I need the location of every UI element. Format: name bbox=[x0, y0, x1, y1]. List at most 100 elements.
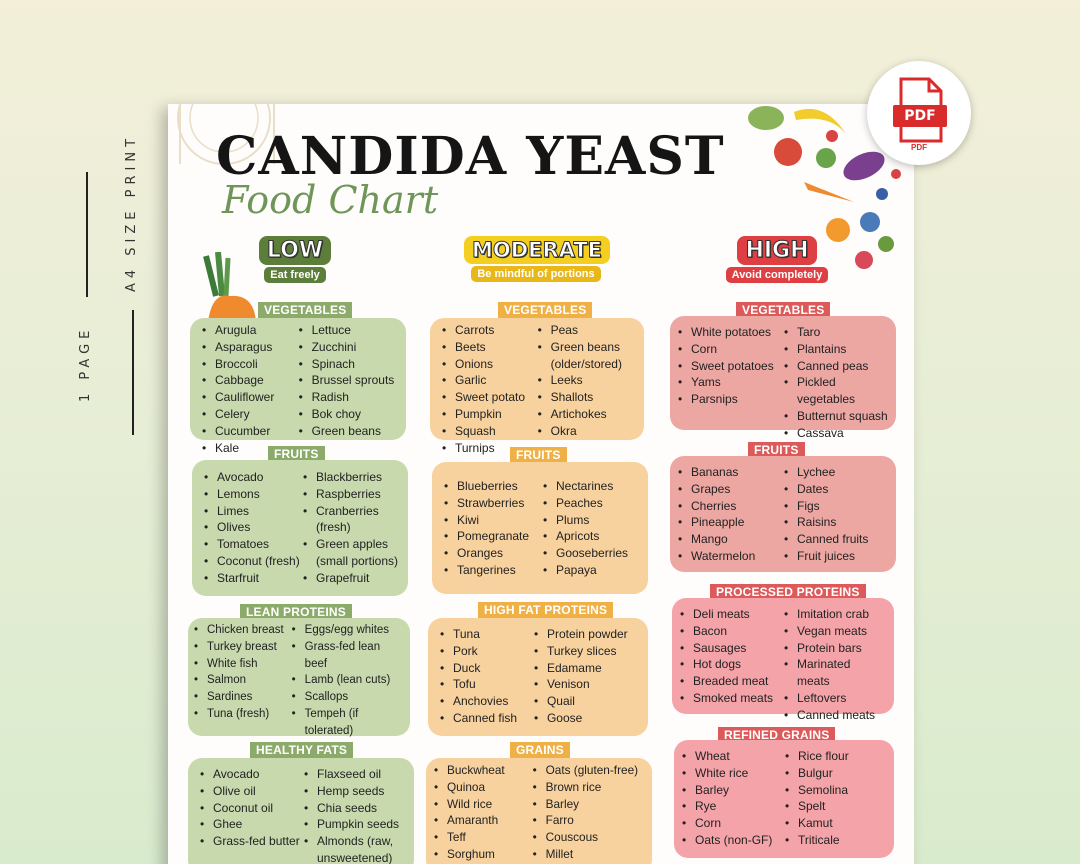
list-item: Sweet potatoes bbox=[676, 358, 782, 375]
list-item: Spinach bbox=[297, 356, 398, 373]
list-col-2: PeasGreen beans (older/stored)LeeksShall… bbox=[536, 322, 636, 439]
list-item: Leftovers bbox=[782, 690, 886, 707]
list-item: Pomegranate bbox=[442, 528, 541, 545]
list-item: Garlic bbox=[440, 372, 536, 389]
high-vegetables-box: White potatoesCornSweet potatoesYamsPars… bbox=[670, 316, 896, 441]
list-item: Hot dogs bbox=[678, 656, 782, 673]
list-item: Apricots bbox=[541, 528, 640, 545]
list-item: Shallots bbox=[536, 389, 636, 406]
fruit-vegetable-illustration bbox=[748, 106, 901, 269]
level-low: LOW Eat freely bbox=[258, 236, 332, 283]
list-item: Deli meats bbox=[678, 606, 782, 623]
list-col-1: BlueberriesStrawberriesKiwiPomegranateOr… bbox=[442, 478, 541, 590]
low-vegetables-box: ArugulaAsparagusBroccoliCabbageCauliflow… bbox=[190, 318, 406, 456]
list-item: Avocado bbox=[202, 469, 301, 486]
list-col-2: Eggs/egg whitesGrass-fed lean beefLamb (… bbox=[290, 622, 402, 737]
list-item: Buckwheat bbox=[432, 762, 531, 779]
list-item: Beets bbox=[440, 339, 536, 356]
list-item: Breaded meat bbox=[678, 673, 782, 690]
moderate-proteins-label: HIGH FAT PROTEINS bbox=[478, 602, 614, 618]
list-col-1: AvocadoLemonsLimesOlivesTomatoesCoconut … bbox=[202, 469, 301, 592]
list-item: Wheat bbox=[680, 748, 783, 765]
list-item: Leeks bbox=[536, 372, 636, 389]
list-item: Scallops bbox=[290, 689, 402, 706]
list-col-1: White potatoesCornSweet potatoesYamsPars… bbox=[676, 324, 782, 426]
low-proteins-label: LEAN PROTEINS bbox=[240, 604, 352, 620]
list-item: Carrots bbox=[440, 322, 536, 339]
list-item: Canned fruits bbox=[782, 531, 888, 548]
list-item: Nectarines bbox=[541, 478, 640, 495]
list-item: Broccoli bbox=[200, 356, 297, 373]
list-item: Plantains bbox=[782, 341, 888, 358]
list-item: Yams bbox=[676, 374, 782, 391]
list-item: Tomatoes bbox=[202, 536, 301, 553]
list-item: Coconut (fresh) bbox=[202, 553, 301, 570]
pdf-caption: PDF bbox=[911, 143, 927, 152]
list-item: Barley bbox=[680, 782, 783, 799]
list-item: Teff bbox=[432, 829, 531, 846]
list-item: Brussel sprouts bbox=[297, 372, 398, 389]
list-item: Oats (gluten-free) bbox=[531, 762, 644, 779]
list-item: Dates bbox=[782, 481, 888, 498]
moderate-vegetables-box: CarrotsBeetsOnionsGarlicSweet potatoPump… bbox=[430, 318, 644, 456]
level-high-sub: Avoid completely bbox=[725, 267, 829, 283]
list-col-1: BananasGrapesCherriesPineappleMangoWater… bbox=[676, 464, 782, 568]
page-title: CANDIDA YEAST bbox=[216, 126, 725, 187]
list-item: Tofu bbox=[438, 676, 532, 693]
list-item: Bok choy bbox=[297, 406, 398, 423]
list-item: Figs bbox=[782, 498, 888, 515]
list-item: Lychee bbox=[782, 464, 888, 481]
moderate-grains-label: GRAINS bbox=[510, 742, 570, 758]
low-fruits-box: AvocadoLemonsLimesOlivesTomatoesCoconut … bbox=[192, 460, 408, 596]
list-item: Hemp seeds bbox=[302, 783, 406, 800]
high-grains-label: REFINED GRAINS bbox=[718, 727, 836, 743]
list-item: Ghee bbox=[198, 816, 302, 833]
list-item: Okra bbox=[536, 423, 636, 440]
low-fats-label: HEALTHY FATS bbox=[250, 742, 354, 758]
low-fruits-label: FRUITS bbox=[268, 446, 325, 462]
list-item: Marinated meats bbox=[782, 656, 886, 690]
list-item: Cauliflower bbox=[200, 389, 297, 406]
list-item: Chicken breast bbox=[192, 622, 290, 639]
list-col-1: Deli meatsBaconSausagesHot dogsBreaded m… bbox=[678, 606, 782, 710]
level-low-sub: Eat freely bbox=[264, 267, 326, 283]
pdf-badge: PDF PDF bbox=[867, 61, 971, 165]
list-item: Coconut oil bbox=[198, 800, 302, 817]
list-item: Amaranth bbox=[432, 812, 531, 829]
list-item: Brown rice bbox=[531, 779, 644, 796]
list-col-1: BuckwheatQuinoaWild riceAmaranthTeffSorg… bbox=[432, 762, 531, 864]
list-item: Strawberries bbox=[442, 495, 541, 512]
list-item: Lemons bbox=[202, 486, 301, 503]
list-item: Pineapple bbox=[676, 514, 782, 531]
list-item: Semolina bbox=[783, 782, 886, 799]
list-item: Avocado bbox=[198, 766, 302, 783]
food-chart-sheet: CANDIDA YEAST Food Chart LOW Eat freely … bbox=[168, 104, 914, 864]
list-item: Peas bbox=[536, 322, 636, 339]
pdf-file-icon bbox=[893, 77, 947, 143]
list-col-2: Flaxseed oilHemp seedsChia seedsPumpkin … bbox=[302, 766, 406, 864]
list-item: Flaxseed oil bbox=[302, 766, 406, 783]
level-moderate-badge: MODERATE bbox=[464, 236, 610, 264]
list-item: Arugula bbox=[200, 322, 297, 339]
list-item: Gooseberries bbox=[541, 545, 640, 562]
side-label: 1 PAGE A4 SIZE PRINT bbox=[60, 120, 170, 440]
list-item: Parsnips bbox=[676, 391, 782, 408]
list-item: Cassava bbox=[782, 425, 888, 442]
list-item: Tuna bbox=[438, 626, 532, 643]
high-fruits-label: FRUITS bbox=[748, 442, 805, 458]
list-item: White fish bbox=[192, 656, 290, 673]
list-col-2: Imitation crabVegan meatsProtein barsMar… bbox=[782, 606, 886, 723]
list-col-2: TaroPlantainsCanned peasPickled vegetabl… bbox=[782, 324, 888, 441]
moderate-vegetables-label: VEGETABLES bbox=[498, 302, 593, 318]
list-item: Kiwi bbox=[442, 512, 541, 529]
list-item: Peaches bbox=[541, 495, 640, 512]
list-col-2: Oats (gluten-free)Brown riceBarleyFarroC… bbox=[531, 762, 644, 864]
list-item: Blackberries bbox=[301, 469, 400, 486]
list-item: Duck bbox=[438, 660, 532, 677]
list-item: Millet bbox=[531, 846, 644, 863]
pdf-badge-text: PDF bbox=[904, 108, 936, 124]
list-item: Plums bbox=[541, 512, 640, 529]
list-item: Canned meats bbox=[782, 707, 886, 724]
list-item: Butternut squash bbox=[782, 408, 888, 425]
list-item: Green beans bbox=[297, 423, 398, 440]
